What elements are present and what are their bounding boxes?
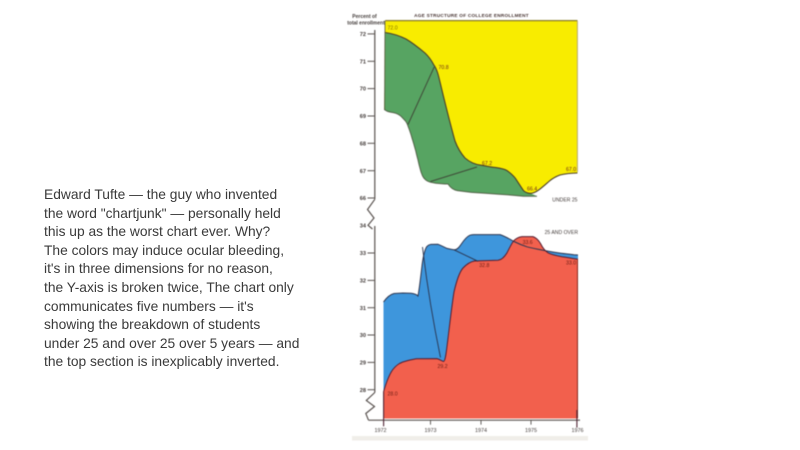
svg-text:69: 69 <box>360 114 366 120</box>
svg-text:66.4: 66.4 <box>527 187 537 193</box>
svg-text:30: 30 <box>360 333 366 339</box>
svg-text:72: 72 <box>360 32 366 38</box>
svg-text:32: 32 <box>360 279 366 285</box>
svg-text:29: 29 <box>360 361 366 367</box>
svg-text:67.0: 67.0 <box>566 167 576 173</box>
svg-text:34: 34 <box>360 224 367 230</box>
svg-text:33: 33 <box>360 251 366 257</box>
svg-text:25 AND OVER: 25 AND OVER <box>545 230 579 236</box>
svg-text:72.0: 72.0 <box>388 26 398 32</box>
svg-text:67.2: 67.2 <box>482 161 492 167</box>
svg-text:33.6: 33.6 <box>523 240 533 246</box>
svg-text:UNDER 25: UNDER 25 <box>552 197 577 203</box>
svg-text:67: 67 <box>360 169 366 175</box>
svg-text:68: 68 <box>360 141 366 147</box>
svg-text:28: 28 <box>360 388 366 394</box>
svg-text:1975: 1975 <box>525 428 537 434</box>
svg-text:32.8: 32.8 <box>479 263 489 269</box>
svg-text:66: 66 <box>360 196 366 202</box>
svg-text:70: 70 <box>360 87 366 93</box>
svg-text:1972: 1972 <box>375 428 387 434</box>
svg-text:31: 31 <box>360 306 366 312</box>
svg-text:28.0: 28.0 <box>388 391 398 397</box>
svg-text:1976: 1976 <box>572 428 584 434</box>
svg-text:total enrollment: total enrollment <box>347 21 385 27</box>
svg-text:1973: 1973 <box>425 428 437 434</box>
svg-text:29.2: 29.2 <box>438 364 448 370</box>
svg-text:33.0: 33.0 <box>566 261 576 267</box>
svg-text:70.8: 70.8 <box>439 65 449 71</box>
svg-text:Percent of: Percent of <box>352 14 377 20</box>
svg-text:1974: 1974 <box>475 428 487 434</box>
svg-text:71: 71 <box>360 59 366 65</box>
svg-text:AGE STRUCTURE OF COLLEGE ENROL: AGE STRUCTURE OF COLLEGE ENROLLMENT <box>414 13 529 18</box>
